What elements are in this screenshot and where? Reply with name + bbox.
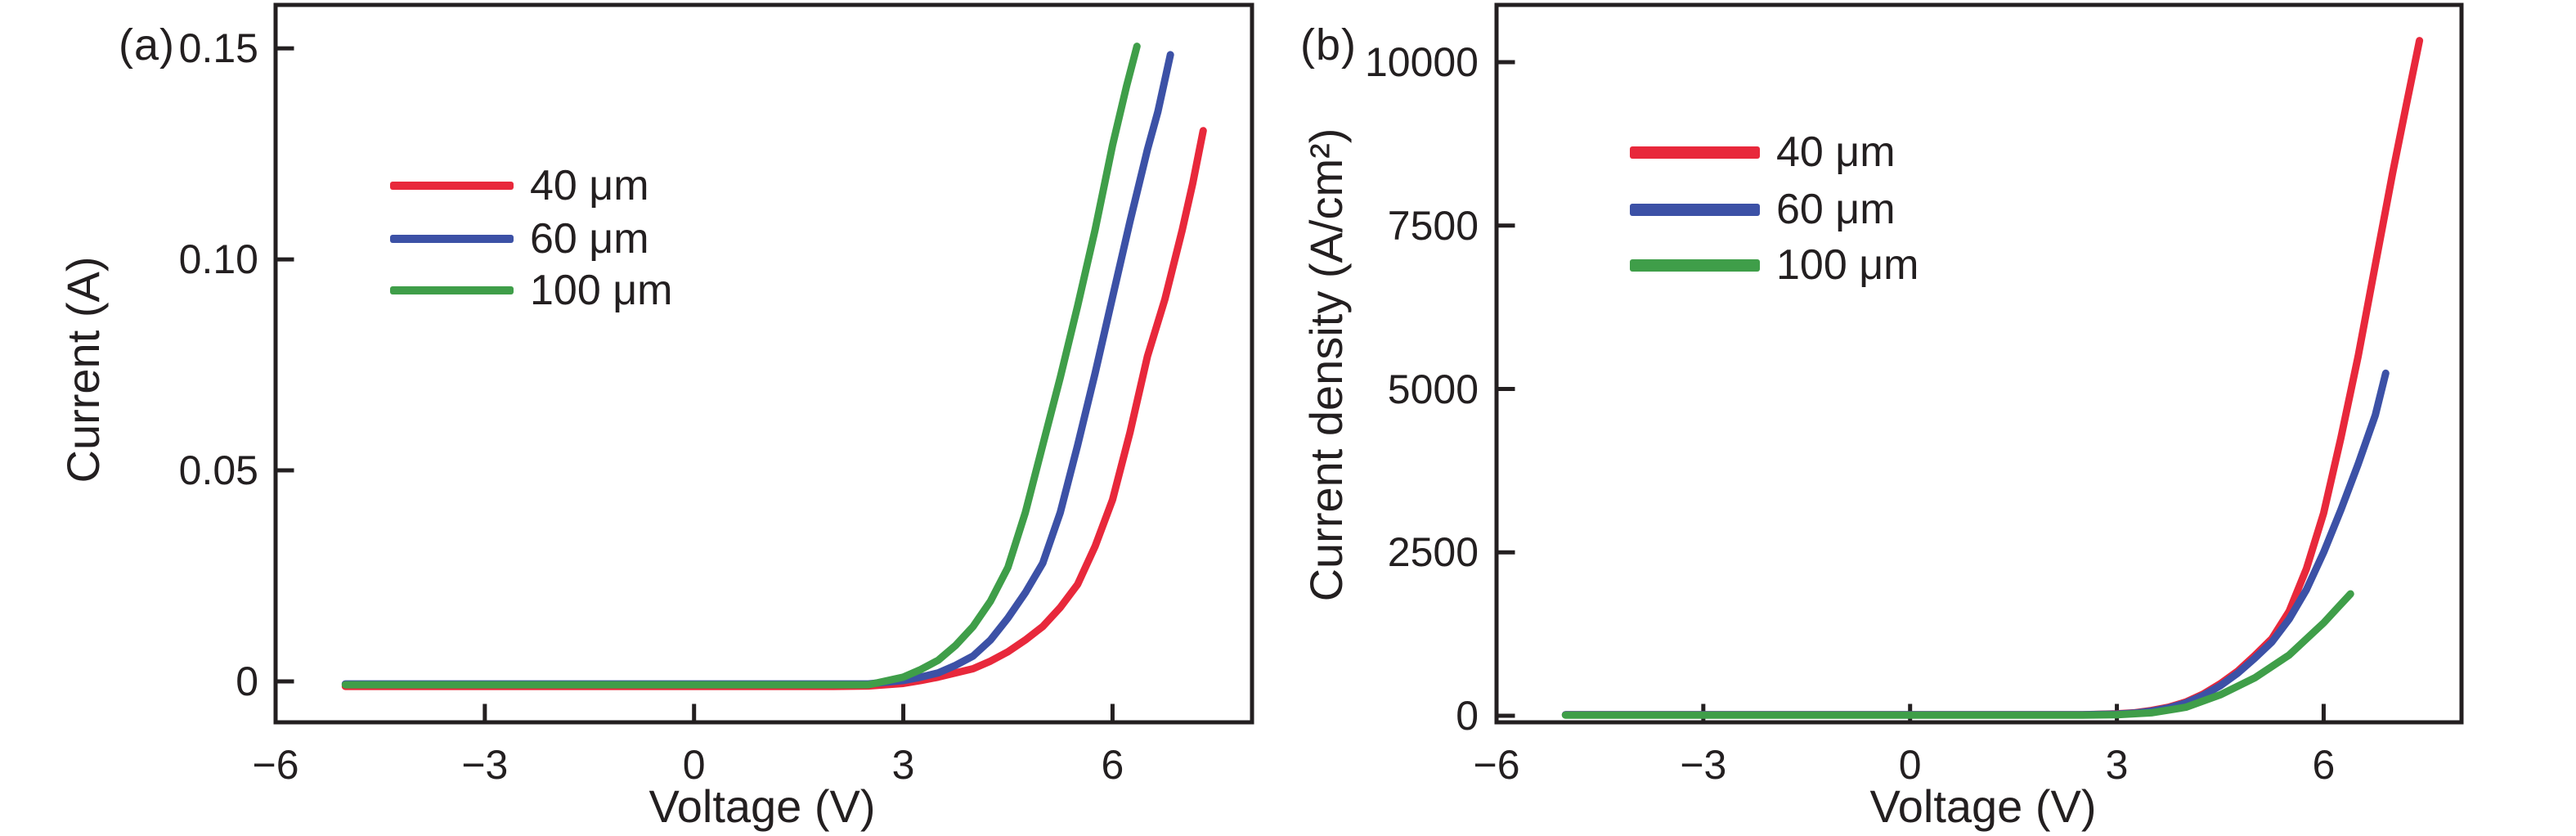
panel-a-x-tick-label: 0	[682, 742, 706, 788]
panel-a-series-line-100μm	[341, 43, 1141, 689]
panel-b-legend-label-40μm: 40 μm	[1776, 128, 1896, 176]
panel-b-series-line-100μm	[1561, 590, 2354, 719]
panel-b-x-tick-label: 6	[2312, 742, 2336, 788]
panel-b-x-tick-label: 0	[1898, 742, 1922, 788]
panel-a-legend-swatch-40μm	[390, 182, 514, 190]
panel-b-y-tick-label: 0	[1456, 693, 1479, 739]
panel-b-y-axis-title: Current density (A/cm²)	[1300, 128, 1352, 602]
panel-b-x-tick-label: −3	[1680, 742, 1727, 788]
panel-a-frame	[273, 2, 1254, 725]
panel-a-legend-swatch-100μm	[390, 286, 514, 294]
panel-a-x-tick-label: −3	[461, 742, 509, 788]
panel-b-legend-label-60μm: 60 μm	[1776, 186, 1896, 233]
panel-a-y-tick-label: 0.10	[178, 236, 258, 283]
panel-b-legend-swatch-100μm	[1630, 258, 1760, 272]
panel-b-y-tick-label: 5000	[1387, 366, 1479, 412]
panel-a-series-line-40μm	[341, 127, 1207, 690]
panel-a-series-line-60μm	[341, 51, 1174, 688]
panel-a-y-tick-label: 0.05	[178, 447, 258, 494]
panel-b-x-axis-title: Voltage (V)	[1869, 780, 2097, 832]
panel-b-x-tick-label: −6	[1473, 742, 1520, 788]
panel-a-legend-label-60μm: 60 μm	[530, 215, 649, 263]
panel-a-tag: (a)	[119, 20, 175, 70]
panel-b-y-tick-label: 2500	[1387, 529, 1479, 576]
panel-b-legend-swatch-60μm	[1630, 203, 1760, 216]
panel-a-legend-swatch-60μm	[390, 235, 514, 243]
panel-a-x-tick-label: 6	[1101, 742, 1124, 788]
panel-a-y-axis-title: Current (A)	[57, 256, 109, 483]
panel-a-x-tick-label: −6	[252, 742, 299, 788]
panel-b-tag: (b)	[1300, 20, 1357, 70]
panel-a-legend-label-100μm: 100 μm	[530, 267, 673, 314]
panel-a-x-tick-label: 3	[891, 742, 915, 788]
panel-a-x-axis-title: Voltage (V)	[648, 780, 876, 832]
panel-b-x-tick-label: 3	[2105, 742, 2129, 788]
panel-b-y-tick-label: 10000	[1364, 38, 1479, 85]
panel-b-legend-swatch-40μm	[1630, 146, 1760, 159]
panel-b-frame	[1494, 2, 2464, 725]
panel-b-legend-label-100μm: 100 μm	[1776, 241, 1919, 289]
panel-b-series-line-60μm	[1561, 369, 2390, 719]
panel-a-y-tick-label: 0	[236, 658, 258, 704]
panel-a-y-tick-label: 0.15	[178, 25, 258, 72]
panel-b-y-tick-label: 7500	[1387, 202, 1479, 249]
panel-a-legend-label-40μm: 40 μm	[530, 162, 649, 209]
